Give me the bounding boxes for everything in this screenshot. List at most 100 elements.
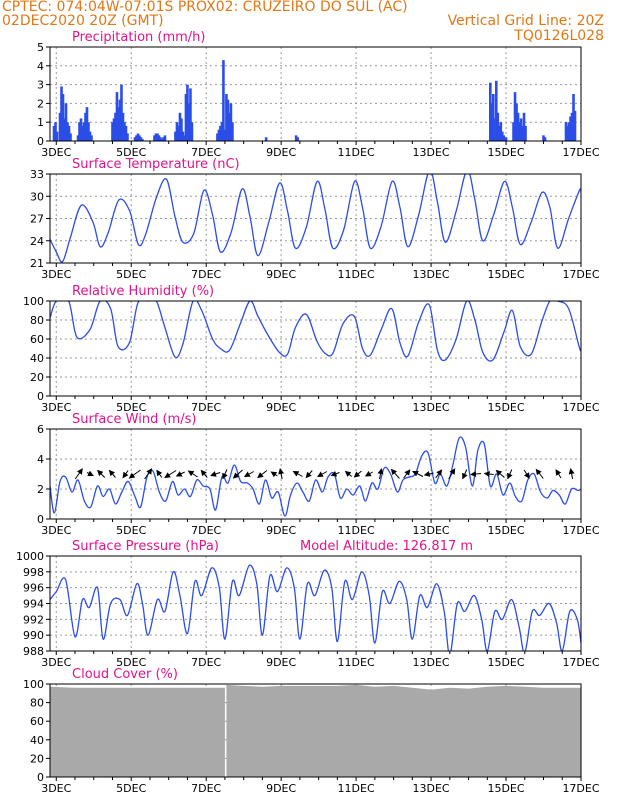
- temp-xtick-label: 3DEC: [41, 268, 71, 281]
- wind-vector: [278, 468, 285, 480]
- precip-bar: [159, 137, 162, 141]
- temp-xtick-label: 7DEC: [191, 268, 221, 281]
- wind-vector: [122, 470, 129, 479]
- temp-ytick-label: 21: [30, 257, 44, 270]
- rh-frame: [49, 300, 582, 397]
- header-grid-note: Vertical Grid Line: 20Z: [447, 13, 604, 29]
- precip-ytick-label: 3: [37, 79, 44, 92]
- temp-frame: [49, 173, 582, 264]
- precip-bar: [491, 94, 495, 141]
- rh-ytick-label: 80: [30, 314, 44, 327]
- wind-vector: [200, 469, 208, 478]
- temp-xtick-label: 11DEC: [338, 268, 375, 281]
- precip-bar: [115, 92, 119, 141]
- precip-bar: [186, 84, 189, 141]
- wind-vector: [317, 471, 328, 477]
- press-ytick-label: 988: [23, 645, 44, 658]
- wind-vector: [232, 469, 243, 479]
- wind-line: [50, 436, 581, 517]
- precip-bar: [573, 110, 577, 141]
- precip-ytick-label: 1: [37, 116, 44, 129]
- precip-bar: [504, 137, 508, 141]
- precip-bar: [58, 112, 62, 141]
- precip-bar: [123, 122, 126, 141]
- precip-bar: [488, 82, 492, 141]
- wind-vector: [435, 469, 443, 479]
- cloud-ytick-label: 0: [37, 771, 44, 784]
- precip-bar: [84, 112, 87, 141]
- precip-bar: [182, 135, 185, 141]
- precip-bar: [229, 103, 233, 141]
- precip-bar: [264, 137, 268, 141]
- precip-bar: [294, 135, 298, 141]
- press-ytick-label: 1000: [16, 550, 44, 563]
- press-ytick-label: 992: [23, 613, 44, 626]
- precip-bar: [502, 135, 506, 141]
- wind-vector: [222, 469, 228, 480]
- cloud-frame: [49, 683, 582, 778]
- wind-vector: [257, 470, 268, 479]
- cloud-title: Cloud Cover (%): [72, 667, 178, 682]
- panel-cloud: Cloud Cover (%) 0 20 40 60 80 100 3DEC 5DEC 7DEC 9…: [23, 667, 600, 795]
- cloud-xtick-label: 3DEC: [41, 782, 71, 795]
- precip-bar: [220, 122, 224, 141]
- wind-xtick-label: 11DEC: [338, 524, 375, 537]
- header-line1: CPTEC: 074:04W-07:01S PROX02: CRUZEIRO D…: [2, 0, 408, 15]
- rh-ytick-label: 20: [30, 371, 44, 384]
- temp-xtick-label: 17DEC: [562, 268, 599, 281]
- wind-vector: [305, 470, 313, 479]
- rh-xtick-label: 5DEC: [116, 401, 146, 414]
- precip-bar: [117, 107, 120, 141]
- press-xtick-label: 11DEC: [338, 656, 375, 669]
- rh-xtick-label: 13DEC: [413, 401, 450, 414]
- wind-vector: [330, 470, 340, 477]
- precip-ytick-label: 5: [37, 41, 44, 54]
- wind-vector: [555, 469, 562, 479]
- cloud-xtick-label: 9DEC: [266, 782, 296, 795]
- wind-vector: [164, 470, 177, 479]
- precip-xtick-label: 5DEC: [116, 146, 146, 159]
- precip-bar: [521, 125, 524, 141]
- precip-bar: [118, 99, 122, 141]
- press-xtick-label: 3DEC: [41, 656, 71, 669]
- temp-title: Surface Temperature (nC): [72, 157, 240, 172]
- precip-bar: [570, 112, 574, 141]
- precip-bar: [112, 118, 116, 141]
- temp-ytick-label: 33: [30, 168, 44, 181]
- wind-vector: [108, 469, 116, 478]
- wind-xtick-label: 7DEC: [191, 524, 221, 537]
- precip-bar: [141, 139, 144, 141]
- precip-xtick-label: 13DEC: [413, 146, 450, 159]
- precip-bar: [156, 133, 159, 141]
- precip-xtick-label: 7DEC: [191, 146, 221, 159]
- precip-bar: [60, 86, 63, 141]
- cloud-ytick-label: 20: [30, 752, 44, 765]
- press-xtick-label: 5DEC: [116, 656, 146, 669]
- temp-ytick-label: 24: [30, 235, 44, 248]
- precip-bar: [139, 137, 143, 141]
- precip-bar: [88, 131, 92, 141]
- precip-bar: [513, 92, 517, 141]
- wind-ytick-label: 2: [37, 483, 44, 496]
- precip-bar: [85, 107, 89, 141]
- precip-bar: [67, 125, 71, 141]
- cloud-xtick-label: 15DEC: [487, 782, 524, 795]
- wind-vector: [448, 468, 456, 480]
- wind-ytick-label: 6: [37, 423, 44, 436]
- wind-vector: [483, 471, 494, 478]
- panel-wind: Surface Wind (m/s) 0 2 4 6 3DEC 5DEC 7DEC 9DEC 11…: [37, 412, 600, 537]
- precip-bar: [177, 125, 180, 141]
- rh-ytick-label: 100: [23, 295, 44, 308]
- precip-bar: [296, 137, 299, 141]
- wind-ytick-label: 4: [37, 453, 44, 466]
- cloud-ytick-label: 100: [23, 678, 44, 691]
- precip-bar: [69, 133, 72, 141]
- precip-bar: [114, 112, 117, 141]
- precip-bar: [219, 125, 222, 141]
- wind-vector: [156, 469, 163, 478]
- cloud-ytick-label: 60: [30, 715, 44, 728]
- precip-bar: [566, 125, 569, 141]
- wind-vector: [377, 468, 384, 480]
- temp-line: [50, 174, 581, 263]
